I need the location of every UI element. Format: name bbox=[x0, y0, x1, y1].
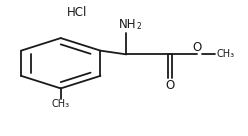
Text: 2: 2 bbox=[136, 22, 141, 31]
Text: HCl: HCl bbox=[67, 6, 87, 19]
Text: CH₃: CH₃ bbox=[216, 49, 234, 59]
Text: NH: NH bbox=[119, 18, 136, 31]
Text: CH₃: CH₃ bbox=[52, 99, 70, 109]
Text: O: O bbox=[165, 79, 175, 92]
Text: O: O bbox=[192, 41, 202, 54]
